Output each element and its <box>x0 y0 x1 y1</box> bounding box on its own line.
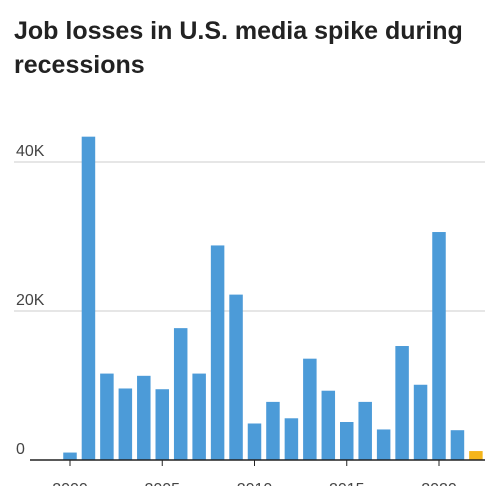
bar-2021 <box>450 430 465 460</box>
bar-2009 <box>229 294 243 460</box>
bar-2015 <box>340 422 354 460</box>
bar-2004 <box>137 375 151 460</box>
bar-2001 <box>81 136 96 461</box>
bar-2020 <box>432 232 446 460</box>
y-tick-label: 20K <box>16 292 45 309</box>
x-tick-label: 2000 <box>52 481 88 486</box>
y-tick-label: 0 <box>16 441 25 458</box>
bar-2012 <box>284 418 299 460</box>
bar-2019 <box>413 384 428 460</box>
y-tick-label: 40K <box>16 143 45 160</box>
bar-2006 <box>173 328 188 460</box>
x-tick-label: 2020 <box>421 481 457 486</box>
bar-2013 <box>303 358 317 460</box>
bar-2005 <box>155 389 169 460</box>
bar-2016 <box>358 401 372 460</box>
bar-2014 <box>321 390 336 460</box>
bar-2007 <box>192 373 206 460</box>
bar-2018 <box>395 346 409 460</box>
bar-2008 <box>210 245 225 460</box>
x-tick-label: 2015 <box>329 481 365 486</box>
bars <box>30 136 485 461</box>
chart-title: Job losses in U.S. media spike during re… <box>14 17 463 79</box>
x-axis-ticks: 2000 2005 2010 2015 2020 <box>52 460 457 486</box>
x-tick-label: 2010 <box>237 481 273 486</box>
bar-2010 <box>247 423 262 460</box>
bar-2000 <box>63 452 77 460</box>
bar-2022 <box>469 451 483 460</box>
bar-2017 <box>376 429 391 460</box>
x-tick-label: 2005 <box>144 481 180 486</box>
y-axis-ticks: 0 20K 40K <box>16 143 45 458</box>
bar-2003 <box>118 388 133 460</box>
bar-2002 <box>100 373 114 460</box>
bar-2011 <box>266 401 280 460</box>
